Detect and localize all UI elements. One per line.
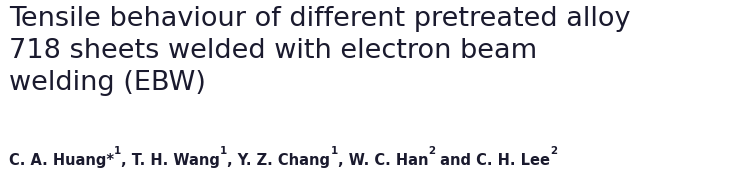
Text: 2: 2 [428,147,435,157]
Text: , Y. Z. Chang: , Y. Z. Chang [228,153,330,168]
Text: and C. H. Lee: and C. H. Lee [435,153,550,168]
Text: 1: 1 [330,147,338,157]
Text: 1: 1 [114,147,121,157]
Text: 1: 1 [220,147,228,157]
Text: 2: 2 [550,147,557,157]
Text: C. A. Huang*: C. A. Huang* [9,153,114,168]
Text: , T. H. Wang: , T. H. Wang [121,153,220,168]
Text: , W. C. Han: , W. C. Han [338,153,428,168]
Text: Tensile behaviour of different pretreated alloy
718 sheets welded with electron : Tensile behaviour of different pretreate… [9,6,630,95]
